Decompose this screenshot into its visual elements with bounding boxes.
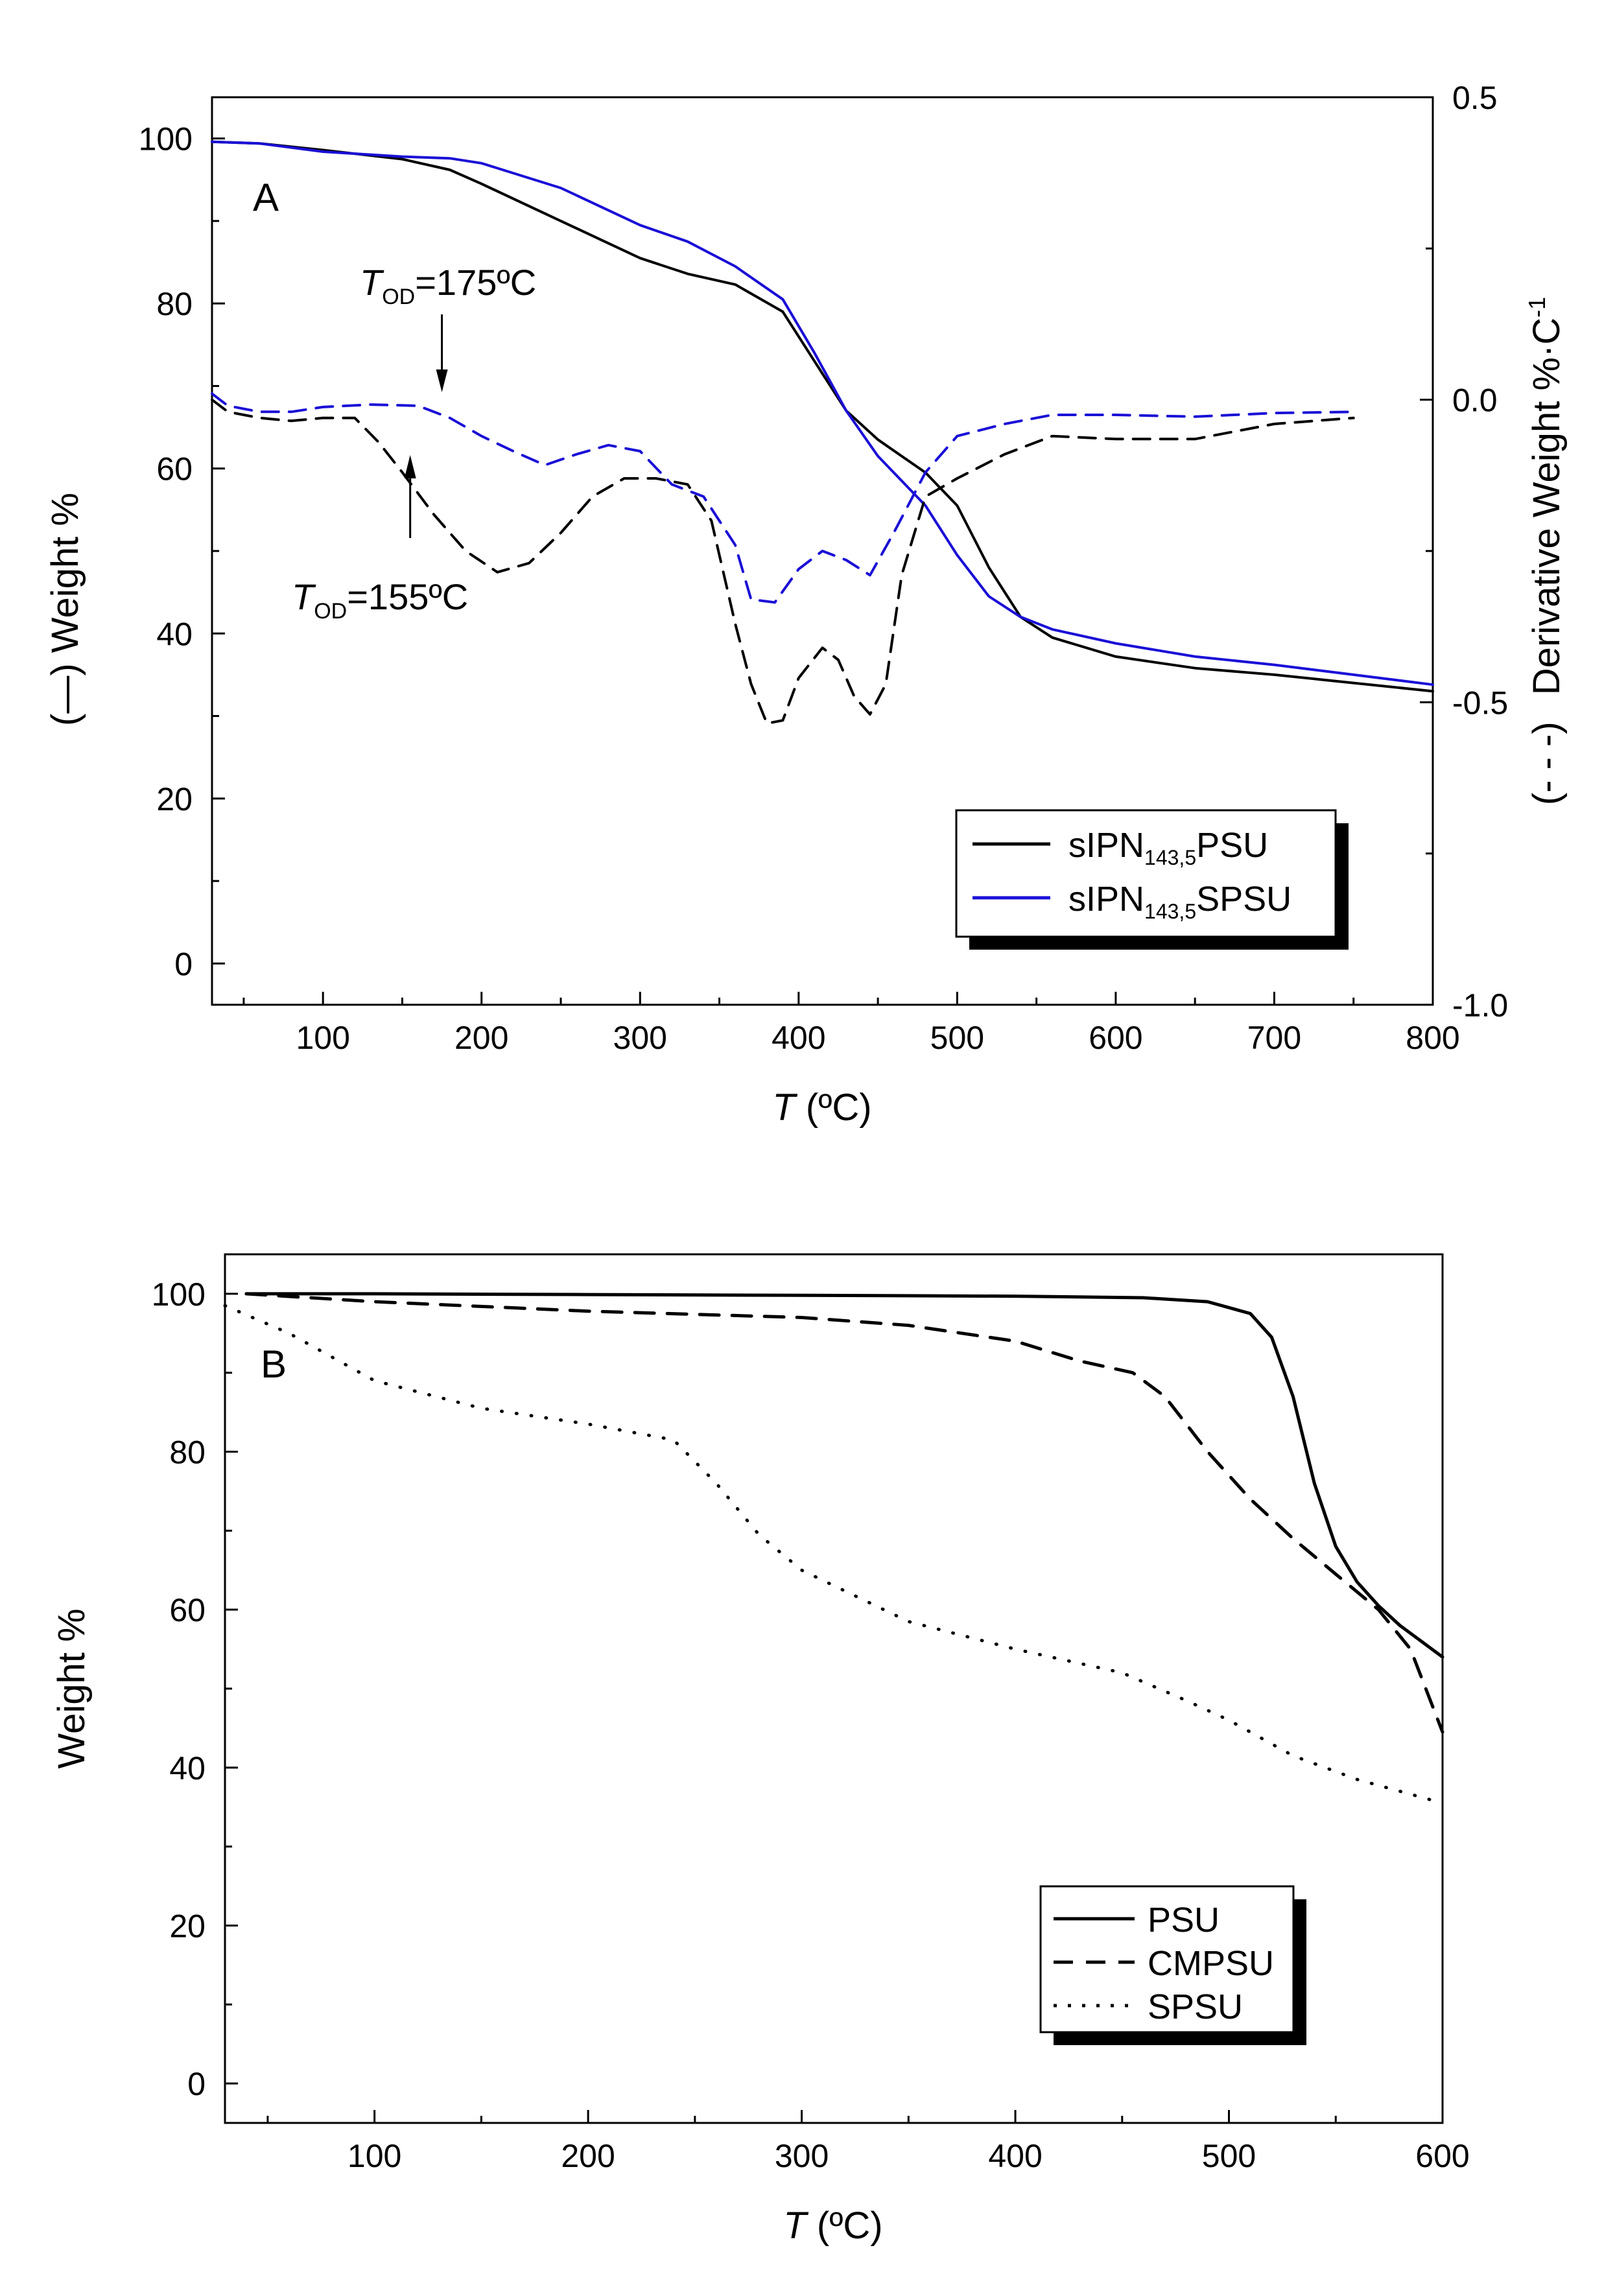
annotation-tod-155-italic: T [292, 576, 316, 617]
panel-a-xtick-label: 200 [454, 1020, 508, 1056]
panel-b-series [223, 1292, 1444, 1805]
panel-a-ylabel-left: (—) Weight % [44, 493, 86, 726]
panel-a-xtick-label: 600 [1089, 1020, 1142, 1056]
legend-a-0-suffix: PSU [1196, 826, 1268, 865]
panel-a-ytick-left-label: 20 [156, 781, 193, 817]
panel-b-xtick-label: 500 [1202, 2138, 1256, 2174]
panel-b-xlabel-t: T [783, 2205, 808, 2247]
panel-a-legend: sIPN143,5PSU sIPN143,5SPSU [955, 809, 1349, 950]
panel-b-xlabel: T (ºC) [783, 2205, 882, 2247]
panel-a-xtick-label: 500 [930, 1020, 984, 1056]
panel-b-legend-box [1039, 1885, 1295, 2033]
legend-b-spsu: SPSU [1148, 1987, 1243, 2026]
panel-a: 100 200 300 400 500 600 700 800 0 20 40 60 80 100 0.5 0… [44, 80, 1568, 1129]
panel-a-ylabel-left-text: Weight % [44, 493, 86, 653]
panel-a-xtick-label: 300 [613, 1020, 667, 1056]
panel-b: 100 200 300 400 500 600 0 20 40 60 80 100 B PSU CMP… [51, 1253, 1470, 2247]
panel-a-xlabel-unit: (ºC) [796, 1086, 872, 1129]
annotation-tod-155-sub: OD [314, 599, 347, 624]
series-spsu [223, 1304, 1444, 1805]
legend-a-1-prefix: sIPN [1068, 880, 1144, 919]
legend-b-cmpsu: CMPSU [1148, 1944, 1274, 1983]
panel-a-legend-box [955, 809, 1337, 938]
panel-a-ytick-right-label: 0.5 [1452, 80, 1498, 116]
legend-a-0-sub: 143,5 [1144, 846, 1196, 869]
panel-b-ytick-label: 40 [169, 1750, 206, 1786]
annotation-tod-175-text: =175ºC [415, 262, 536, 303]
panel-a-series [211, 140, 1434, 725]
annotation-tod-155: TOD=155ºC [292, 455, 468, 624]
panel-a-ylabel-right-text: Derivative Weight %·C [1526, 318, 1568, 695]
panel-b-xlabel-unit: (ºC) [807, 2205, 883, 2247]
panel-a-ylabel-right-marker: (- - -) [1526, 721, 1568, 805]
panel-a-xtick-label: 700 [1247, 1020, 1301, 1056]
arrow-175-head [436, 369, 448, 392]
panel-b-ytick-label: 80 [169, 1435, 206, 1471]
series-sipn143-5spsu-derivative [211, 392, 1355, 604]
arrow-155-head [404, 455, 416, 478]
panel-a-ylabel-right-sup: -1 [1524, 297, 1550, 318]
panel-a-ylabel-left-marker: (—) [44, 663, 86, 726]
panel-b-legend: PSU CMPSU SPSU [1039, 1885, 1306, 2045]
panel-a-ytick-left-label: 0 [174, 946, 193, 982]
panel-b-ytick-label: 0 [187, 2066, 206, 2102]
panel-a-label: A [253, 176, 279, 219]
panel-a-ytick-left-label: 100 [139, 121, 193, 158]
annotation-tod-175: TOD=175ºC [360, 262, 536, 392]
svg-text:sIPN143,5PSU: sIPN143,5PSU [1068, 826, 1268, 869]
svg-text:TOD=175ºC: TOD=175ºC [360, 262, 536, 309]
panel-a-ytick-right-label: -0.5 [1452, 685, 1508, 721]
panel-b-ticks: 100 200 300 400 500 600 0 20 40 60 80 100 [152, 1276, 1470, 2174]
panel-b-ytick-label: 20 [169, 1908, 206, 1944]
series-cmpsu [244, 1292, 1444, 1734]
legend-a-1-suffix: SPSU [1196, 880, 1291, 919]
annotation-tod-175-italic: T [360, 262, 384, 303]
legend-a-1-sub: 143,5 [1144, 900, 1196, 923]
series-sipn143-5psu-weight [211, 140, 1434, 693]
panel-a-xtick-label: 400 [772, 1020, 825, 1056]
panel-b-xtick-label: 600 [1415, 2138, 1469, 2174]
panel-b-label: B [261, 1342, 287, 1386]
panel-a-xlabel: T (ºC) [772, 1086, 871, 1129]
panel-a-ytick-right-label: -1.0 [1452, 987, 1508, 1024]
series-sipn143-5psu-derivative [211, 398, 1355, 725]
legend-b-psu: PSU [1148, 1901, 1220, 1939]
panel-a-ticks: 100 200 300 400 500 600 700 800 0 20 40 60 80 100 0.5 0… [139, 80, 1509, 1056]
panel-b-ytick-label: 100 [152, 1276, 206, 1313]
svg-text:TOD=155ºC: TOD=155ºC [292, 576, 468, 624]
panel-b-xtick-label: 300 [775, 2138, 829, 2174]
panel-a-ytick-left-label: 80 [156, 286, 193, 322]
panel-a-ylabel-right: (- - -) Derivative Weight %·C-1 [1524, 297, 1568, 805]
annotation-tod-155-text: =155ºC [347, 576, 468, 617]
panel-b-xtick-label: 400 [988, 2138, 1042, 2174]
panel-a-ytick-left-label: 60 [156, 451, 193, 487]
panel-b-xtick-label: 100 [348, 2138, 401, 2174]
series-sipn143-5spsu-weight [211, 140, 1434, 686]
panel-b-ylabel: Weight % [51, 1608, 93, 1768]
panel-a-ytick-left-label: 40 [156, 616, 193, 652]
panel-a-xtick-label: 100 [296, 1020, 349, 1056]
panel-b-ytick-label: 60 [169, 1592, 206, 1628]
panel-b-xtick-label: 200 [561, 2138, 615, 2174]
panel-a-ytick-right-label: 0.0 [1452, 382, 1498, 419]
series-psu [244, 1292, 1444, 1659]
panel-a-xtick-label: 800 [1406, 1020, 1459, 1056]
panel-a-xlabel-t: T [772, 1086, 797, 1129]
annotation-tod-175-sub: OD [382, 285, 415, 309]
legend-a-0-prefix: sIPN [1068, 826, 1144, 865]
svg-text:sIPN143,5SPSU: sIPN143,5SPSU [1068, 880, 1291, 923]
